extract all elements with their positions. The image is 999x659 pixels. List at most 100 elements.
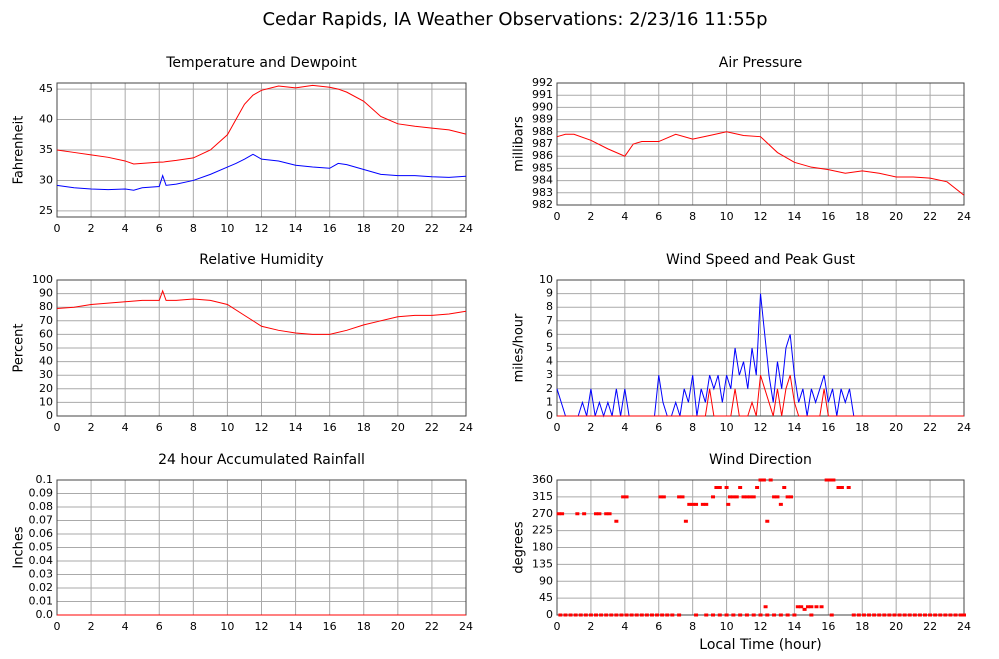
data-point	[828, 478, 833, 482]
x-tick-label: 10	[220, 620, 234, 633]
data-point	[726, 502, 731, 506]
data-point	[856, 613, 861, 617]
data-point	[824, 478, 829, 482]
data-point	[731, 495, 736, 499]
x-tick-label: 8	[190, 421, 197, 434]
y-tick-label: 8	[546, 300, 553, 313]
data-point	[614, 519, 619, 523]
data-point	[809, 605, 814, 609]
data-point	[558, 613, 563, 617]
data-point	[609, 613, 614, 617]
x-tick-label: 12	[255, 620, 269, 633]
data-point	[582, 512, 587, 516]
data-point	[724, 486, 729, 489]
x-tick-label: 24	[957, 421, 971, 434]
data-point	[694, 502, 699, 506]
data-point	[763, 605, 768, 609]
data-point	[755, 486, 760, 489]
x-tick-label: 0	[54, 222, 61, 235]
data-point	[778, 613, 783, 617]
data-point	[568, 613, 573, 617]
y-tick-label: 9	[546, 287, 553, 300]
y-tick-label: 992	[532, 76, 553, 89]
data-point	[814, 605, 819, 609]
data-point	[639, 613, 644, 617]
x-tick-label: 14	[289, 620, 303, 633]
data-point	[775, 495, 780, 499]
data-point	[578, 613, 583, 617]
x-tick-label: 4	[122, 222, 129, 235]
x-tick-label: 8	[689, 210, 696, 223]
data-point	[831, 478, 836, 482]
x-tick-label: 18	[855, 620, 869, 633]
x-tick-label: 16	[323, 421, 337, 434]
data-point	[819, 605, 824, 609]
y-tick-label: 0	[546, 409, 553, 422]
y-tick-label: 315	[532, 490, 553, 503]
subplot-title: Wind Direction	[709, 452, 812, 468]
x-tick-label: 12	[754, 210, 768, 223]
x-tick-label: 16	[821, 210, 835, 223]
data-point	[711, 613, 716, 617]
y-tick-label: 983	[532, 186, 553, 199]
x-tick-label: 10	[220, 421, 234, 434]
y-axis-label: Inches	[12, 526, 27, 568]
x-tick-label: 18	[855, 210, 869, 223]
x-tick-label: 6	[655, 620, 662, 633]
y-tick-label: 270	[532, 507, 553, 520]
y-tick-label: 988	[532, 125, 553, 138]
x-tick-label: 14	[787, 620, 801, 633]
x-tick-label: 10	[720, 421, 734, 434]
x-tick-label: 18	[357, 620, 371, 633]
data-point	[846, 486, 851, 489]
data-point	[805, 605, 810, 609]
data-point	[751, 495, 756, 499]
x-tick-label: 14	[289, 421, 303, 434]
x-tick-label: 2	[88, 620, 95, 633]
data-point	[778, 502, 783, 506]
y-tick-label: 4	[546, 355, 553, 368]
data-point	[738, 613, 743, 617]
data-point	[711, 495, 716, 499]
x-tick-label: 6	[156, 620, 163, 633]
subplot-title: 24 hour Accumulated Rainfall	[158, 452, 365, 468]
data-point	[687, 502, 692, 506]
x-tick-label: 2	[587, 421, 594, 434]
y-tick-label: 45	[39, 82, 53, 95]
data-point	[560, 512, 565, 516]
y-tick-label: 1	[546, 395, 553, 408]
data-point	[629, 613, 634, 617]
data-point	[604, 512, 609, 516]
data-point	[624, 495, 629, 499]
x-tick-label: 24	[459, 620, 473, 633]
x-tick-label: 0	[54, 620, 61, 633]
data-point	[614, 613, 619, 617]
x-tick-label: 16	[323, 620, 337, 633]
data-point	[714, 486, 719, 489]
x-tick-label: 6	[156, 222, 163, 235]
data-point	[658, 495, 663, 499]
data-point	[741, 495, 746, 499]
data-point	[680, 495, 685, 499]
y-tick-label: 0.03	[29, 568, 54, 581]
subplot-title: Temperature and Dewpoint	[165, 55, 357, 71]
y-tick-label: 7	[546, 314, 553, 327]
y-tick-label: 987	[532, 137, 553, 150]
y-tick-label: 20	[39, 382, 53, 395]
x-tick-label: 22	[923, 620, 937, 633]
data-point	[772, 613, 777, 617]
x-tick-label: 14	[787, 421, 801, 434]
x-tick-label: 20	[889, 421, 903, 434]
x-tick-label: 22	[923, 421, 937, 434]
data-point	[621, 495, 626, 499]
data-point	[928, 613, 933, 617]
data-point	[607, 512, 612, 516]
subplot-title: Relative Humidity	[199, 252, 323, 268]
y-tick-label: 0.07	[29, 514, 54, 527]
data-point	[765, 613, 770, 617]
data-point	[948, 613, 953, 617]
x-tick-label: 8	[190, 620, 197, 633]
data-point	[694, 613, 699, 617]
data-point	[907, 613, 912, 617]
